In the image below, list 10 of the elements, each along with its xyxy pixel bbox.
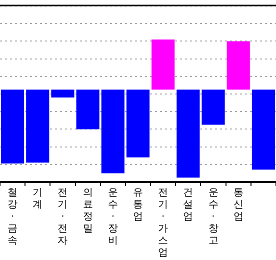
x-tick-label: 의료정밀 bbox=[82, 188, 93, 235]
x-tick-label: 운수·장비 bbox=[108, 188, 118, 247]
x-tick-label: 전기·가스업 bbox=[158, 188, 168, 259]
x-tick-label: 통신업 bbox=[233, 188, 244, 223]
x-tick-label: 운수·창고 bbox=[208, 188, 218, 247]
x-tick-label: 건설업 bbox=[183, 188, 194, 223]
x-tick-label: 전기·전자 bbox=[58, 188, 68, 247]
x-tick-label: 유통업 bbox=[133, 188, 143, 223]
x-tick-label: 철강·금속 bbox=[8, 188, 18, 247]
x-tick-label: 기계 bbox=[32, 188, 43, 211]
